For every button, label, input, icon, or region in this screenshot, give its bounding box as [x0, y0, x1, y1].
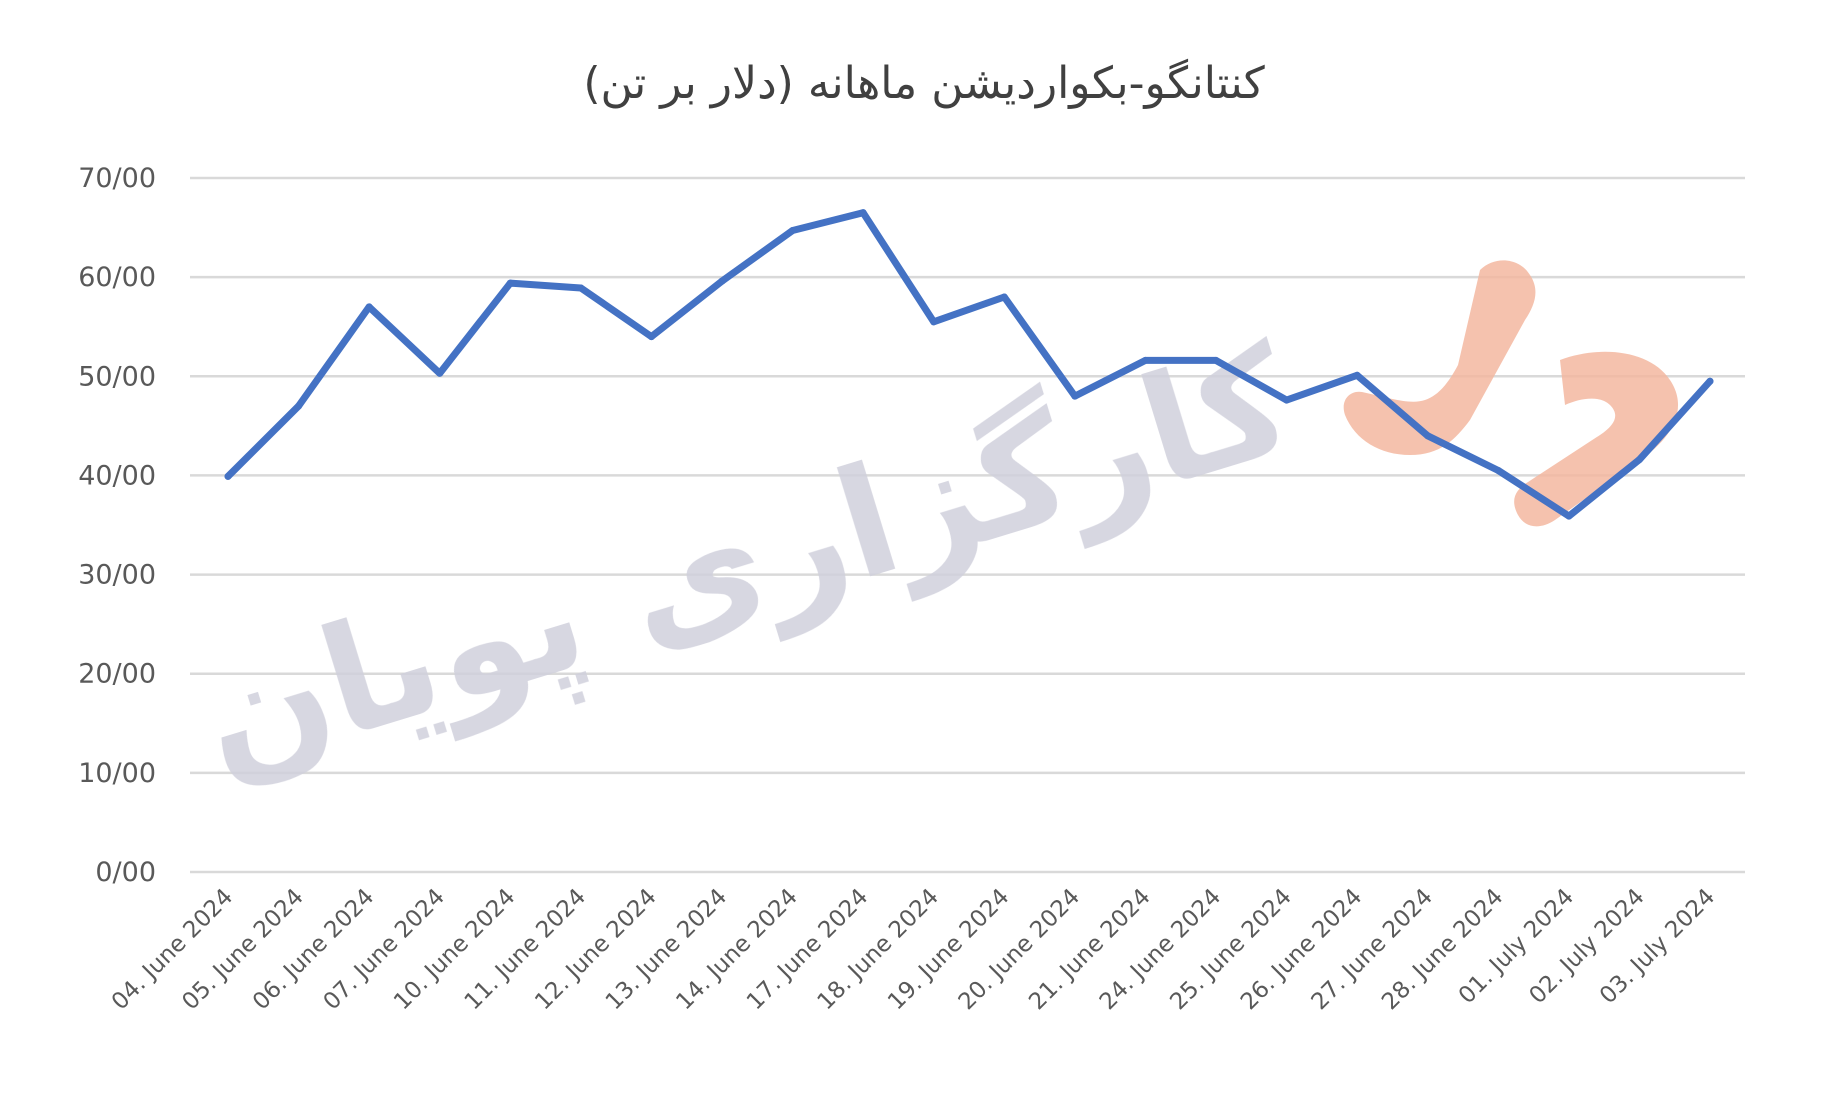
y-tick-label: 40/00 — [78, 460, 156, 491]
data-point — [1212, 356, 1220, 364]
data-point — [1353, 371, 1361, 379]
data-point — [1635, 456, 1643, 464]
x-tick-label: 13. June 2024 — [601, 884, 732, 1015]
data-point — [718, 277, 726, 285]
chart-title: کنتانگو-بکواردیشن ماهانه (دلار بر تن) — [583, 58, 1265, 109]
x-tick-label: 14. June 2024 — [671, 884, 802, 1015]
x-tick-label: 04. June 2024 — [107, 884, 238, 1015]
y-tick-label: 0/00 — [95, 857, 156, 888]
x-tick-label: 27. June 2024 — [1307, 884, 1438, 1015]
y-tick-label: 50/00 — [78, 361, 156, 392]
data-point — [1565, 512, 1573, 520]
data-point — [365, 303, 373, 311]
x-tick-label: 25. June 2024 — [1165, 884, 1296, 1015]
x-tick-label: 26. June 2024 — [1236, 884, 1367, 1015]
data-point — [436, 369, 444, 377]
data-point — [295, 402, 303, 410]
y-tick-label: 30/00 — [78, 560, 156, 591]
data-point — [1424, 432, 1432, 440]
x-tick-label: 20. June 2024 — [954, 884, 1085, 1015]
data-point — [859, 209, 867, 217]
y-tick-label: 10/00 — [78, 758, 156, 789]
data-point — [1141, 356, 1149, 364]
data-point — [1071, 392, 1079, 400]
data-point — [1000, 293, 1008, 301]
x-tick-label: 12. June 2024 — [530, 884, 661, 1015]
data-point — [647, 333, 655, 341]
x-tick-label: 21. June 2024 — [1024, 884, 1155, 1015]
x-tick-label: 24. June 2024 — [1095, 884, 1226, 1015]
x-tick-label: 07. June 2024 — [319, 884, 450, 1015]
x-tick-label: 18. June 2024 — [813, 884, 944, 1015]
x-tick-label: 10. June 2024 — [389, 884, 520, 1015]
y-tick-label: 20/00 — [78, 659, 156, 690]
data-point — [1494, 466, 1502, 474]
data-point — [506, 279, 514, 287]
x-tick-label: 11. June 2024 — [460, 884, 591, 1015]
data-point — [224, 472, 232, 480]
y-axis-ticks: 0/00 10/00 20/00 30/00 40/00 50/00 60/00 70/00 — [78, 163, 156, 888]
data-point — [1706, 377, 1714, 385]
x-tick-label: 06. June 2024 — [248, 884, 379, 1015]
data-point — [1283, 396, 1291, 404]
data-point — [577, 284, 585, 292]
x-tick-label: 05. June 2024 — [177, 884, 308, 1015]
y-tick-label: 60/00 — [78, 262, 156, 293]
data-point — [930, 318, 938, 326]
x-tick-label: 17. June 2024 — [742, 884, 873, 1015]
y-tick-label: 70/00 — [78, 163, 156, 194]
x-tick-label: 19. June 2024 — [883, 884, 1014, 1015]
data-points — [224, 209, 1714, 520]
logo-mark-icon — [1343, 260, 1679, 527]
watermark-text: کارگزاری پویان — [180, 313, 1312, 811]
data-point — [789, 227, 797, 235]
x-tick-label: 28. June 2024 — [1377, 884, 1508, 1015]
series-line — [224, 209, 1714, 520]
